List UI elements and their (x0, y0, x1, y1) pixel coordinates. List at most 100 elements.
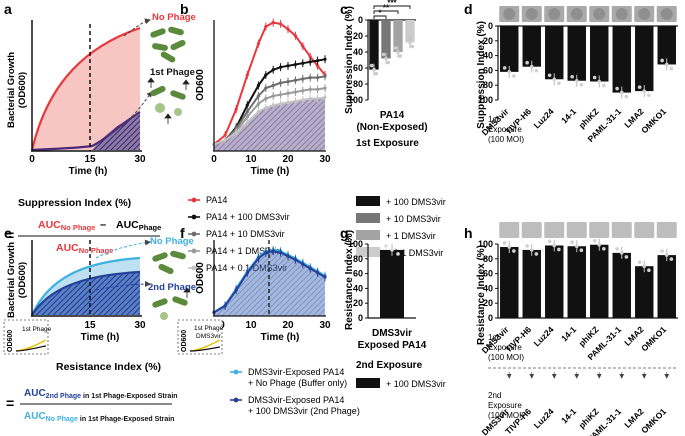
panel-h-ylabel: Resistance Index (%) (476, 245, 487, 345)
chart-d-category-label: 14-1 (559, 106, 578, 125)
chart-d-dot (637, 85, 642, 89)
chart-b-point (316, 97, 320, 101)
chart-b-point (256, 41, 260, 46)
chart-b-point (245, 103, 249, 107)
legend-b-4: PA14 + 0.1 DMS3vir (188, 263, 287, 273)
chart-g-dot (384, 244, 388, 248)
panel-a-letter: a (4, 1, 12, 17)
panel-e-tick-15: 15 (84, 320, 96, 331)
panel-a-xlabel: Time (h) (69, 166, 108, 177)
chart-h-dot (669, 257, 674, 261)
chart-f-point (271, 249, 275, 253)
panel-b-ylabel: OD600 (195, 69, 206, 101)
legend-g-0: + 100 DMS3vir (356, 378, 446, 389)
chart-h-dot (579, 248, 584, 253)
panel-g-letter: g (340, 225, 349, 241)
resistance-formula-denominator: AUCNo Phage in 1st Phage-Exposed Strain (24, 411, 174, 423)
chart-d-dot (529, 64, 534, 69)
panel-e-second-phage-label: 2nd Phage (148, 282, 196, 293)
chart-f-point (256, 256, 260, 260)
chart-b-point (245, 120, 249, 124)
chart-h-plate-thumbnail (589, 222, 610, 238)
chart-f-point (264, 251, 268, 255)
panel-f-inset: OD600 1st Phage DMS3vir (177, 319, 224, 355)
panel-f-xtick-10: 10 (245, 320, 257, 331)
chart-h-bar-2 (545, 245, 564, 318)
chart-b-point (308, 87, 312, 92)
chart-d-ytick-label: 40 (483, 51, 493, 61)
chart-h-dot (615, 247, 619, 251)
chart-c-ytick-label: 80 (353, 79, 363, 89)
chart-b-point (301, 98, 305, 102)
panel-d-letter: d (464, 1, 473, 17)
panel-c-xlabel-1: PA14 (380, 110, 405, 121)
chart-b-point (293, 99, 297, 103)
panel-c-legend-title: 1st Exposure (356, 138, 419, 149)
chart-h-dot (502, 241, 507, 245)
chart-b-point (271, 83, 275, 88)
panel-e-arrow-phage (95, 281, 151, 291)
chart-b-point (301, 89, 305, 93)
chart-b-point (234, 107, 238, 111)
chart-d-dot (669, 66, 674, 71)
chart-c-dot (374, 71, 379, 76)
chart-h-dot (624, 255, 629, 259)
chart-b-point (316, 87, 320, 92)
chart-b-point (286, 27, 290, 31)
chart-d-ytick-label: 80 (483, 80, 493, 90)
chart-b-point (308, 55, 312, 59)
suppression-formula-numerator: AUCNo Phage – AUCPhage (38, 219, 161, 232)
chart-c-dot (381, 52, 386, 57)
chart-d-ytick-label: 0 (488, 21, 493, 31)
chart-g-ytick-label: 20 (353, 298, 363, 308)
svg-text:+ 1 DMS3vir: + 1 DMS3vir (386, 231, 436, 241)
svg-text:PA14 + 10 DMS3vir: PA14 + 10 DMS3vir (206, 229, 285, 239)
legend-c-1: + 10 DMS3vir (356, 213, 441, 224)
panel-d-rowlabel-1: 1st (488, 115, 499, 124)
chart-d-dot (664, 62, 669, 67)
chart-c-significance-bracket (373, 5, 411, 9)
panel-a-no-phage-label: No Phage (152, 12, 196, 23)
chart-b-point (316, 76, 320, 80)
chart-c-ytick-label: 20 (353, 31, 363, 41)
svg-text:1st Phage: 1st Phage (22, 326, 52, 333)
panel-d-rowlabel-3: (100 MOI) (488, 135, 524, 144)
chart-h-dot (592, 238, 597, 243)
chart-d-bar-4 (590, 26, 609, 82)
bacteria-cluster-e-icon (152, 250, 186, 275)
chart-c-significance-bracket (373, 15, 387, 19)
chart-d-plaque-icon (525, 8, 538, 20)
chart-c-dot (410, 44, 415, 49)
panel-h-row1-label-2: Exposure (488, 343, 522, 352)
panel-h-letter: h (464, 225, 473, 241)
chart-b-point (256, 94, 260, 98)
chart-c-bar-2 (393, 20, 403, 52)
chart-h-dot (552, 243, 557, 248)
chart-h-dot (637, 260, 642, 265)
svg-text:–: – (100, 219, 106, 231)
chart-c-dot (384, 56, 388, 61)
chart-h-plate-thumbnail (611, 222, 632, 238)
chart-b-point (316, 64, 320, 68)
panel-h: h Resistance Index (%) 020406080100DMS3v… (464, 222, 678, 436)
panel-c-ylabel: Suppression Index (%) (344, 6, 355, 114)
bacteria-cluster-icon (150, 26, 186, 63)
svg-text:OD600: OD600 (181, 330, 188, 352)
chart-h-plate-thumbnail (544, 222, 565, 238)
chart-d-dot (557, 81, 561, 86)
chart-g-bar-0 (380, 249, 404, 318)
resistance-formula-numerator: AUC2nd Phage in 1st Phage-Exposed Strain (24, 388, 178, 400)
chart-g-ytick-label: 80 (353, 254, 363, 264)
chart-d-dot (597, 79, 602, 84)
chart-b-point (271, 94, 275, 98)
chart-c-significance-label: ** (383, 4, 390, 13)
chart-d-dot (602, 83, 606, 88)
chart-d-dot (592, 75, 597, 80)
chart-b-point (245, 73, 249, 77)
suppression-formula-equals: = (6, 227, 14, 243)
phage-infected-bacteria-icon (147, 77, 190, 124)
chart-c-dot (396, 50, 400, 54)
svg-text:+ 0.1 DMS3vir: + 0.1 DMS3vir (386, 248, 443, 258)
chart-d-bar-2 (545, 26, 564, 80)
chart-g-ytick-label: 100 (348, 239, 363, 249)
